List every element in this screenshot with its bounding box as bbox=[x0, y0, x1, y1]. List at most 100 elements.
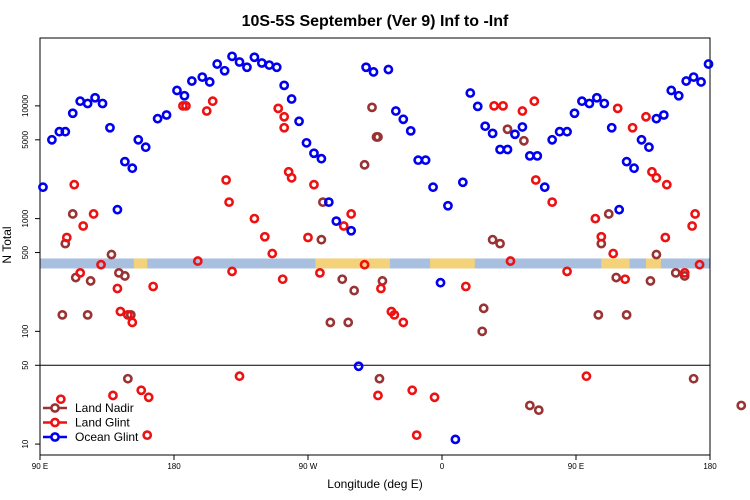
ocean-glint-point bbox=[361, 62, 371, 73]
land-glint-point bbox=[148, 281, 159, 292]
ocean-glint-point bbox=[271, 62, 282, 73]
ocean-glint-point bbox=[90, 92, 100, 103]
land-nadir-point bbox=[593, 309, 604, 320]
land-nadir-point bbox=[122, 373, 133, 384]
land-glint-point bbox=[529, 96, 540, 107]
land-nadir-point bbox=[736, 400, 747, 411]
ocean-glint-point bbox=[487, 128, 498, 139]
ocean-glint-point bbox=[227, 51, 237, 62]
ocean-glint-point bbox=[38, 182, 48, 193]
land-glint-point bbox=[112, 283, 123, 294]
land-glint-point bbox=[78, 221, 89, 231]
land-glint-point bbox=[398, 317, 409, 328]
ocean-glint-point bbox=[562, 126, 572, 137]
land-glint-point bbox=[690, 209, 701, 219]
land-nadir-point bbox=[316, 234, 327, 245]
ocean-glint-point bbox=[286, 94, 297, 104]
land-glint-point bbox=[530, 175, 541, 185]
land-nadir-point bbox=[487, 234, 498, 245]
ocean-glint-point bbox=[179, 90, 190, 101]
ocean-glint-point bbox=[212, 59, 223, 69]
land-glint-point bbox=[679, 267, 690, 278]
land-glint-point bbox=[359, 259, 370, 270]
ocean-glint-point bbox=[621, 156, 632, 167]
ocean-glint-point bbox=[301, 137, 312, 148]
land-glint-point bbox=[596, 231, 607, 242]
plot-area: 10 50 100 500 1000 5000 10000 90 E 180 90 W 0 90 E 1… bbox=[21, 37, 747, 471]
ocean-glint-point bbox=[398, 114, 409, 125]
land-nadir-legend-marker bbox=[50, 403, 60, 413]
land-nadir-point bbox=[119, 271, 130, 281]
ocean-glint-point bbox=[681, 76, 692, 86]
land-nadir-point bbox=[502, 124, 513, 135]
land-glint-point bbox=[590, 213, 601, 224]
land-glint-point bbox=[411, 430, 422, 441]
y-tick-label: 10 bbox=[21, 439, 30, 448]
land-nadir-point bbox=[688, 373, 699, 384]
ocean-glint-point bbox=[532, 150, 543, 161]
land-glint-point bbox=[127, 317, 138, 328]
land-glint-point bbox=[581, 371, 592, 382]
land-glint-point bbox=[346, 209, 357, 219]
land-glint-point bbox=[108, 390, 118, 401]
land-nadir-point bbox=[337, 274, 348, 285]
land-nadir-point bbox=[603, 209, 614, 219]
map-band-land-2 bbox=[430, 258, 475, 269]
map-band-land-1 bbox=[315, 258, 390, 269]
land-glint-point bbox=[122, 309, 133, 320]
land-glint-point bbox=[221, 175, 232, 185]
land-glint-point bbox=[142, 430, 153, 441]
ocean-glint-point bbox=[353, 361, 364, 372]
ocean-glint-point bbox=[256, 58, 267, 68]
land-glint-point bbox=[69, 179, 80, 190]
land-nadir-point bbox=[106, 249, 117, 260]
land-nadir-point bbox=[518, 135, 529, 146]
ocean-glint-point bbox=[368, 67, 379, 77]
land-glint-point bbox=[562, 266, 572, 277]
ocean-glint-point bbox=[547, 134, 558, 145]
land-nadir-point bbox=[477, 326, 488, 337]
ocean-glint-point bbox=[204, 77, 215, 87]
land-glint-point bbox=[661, 179, 672, 190]
land-glint-point bbox=[75, 267, 86, 278]
land-glint-point bbox=[309, 179, 319, 190]
land-nadir-point bbox=[373, 132, 383, 142]
ocean-glint-point bbox=[666, 85, 677, 96]
land-glint-point bbox=[96, 259, 106, 270]
ocean-glint-point bbox=[584, 98, 595, 109]
land-glint-point bbox=[612, 103, 623, 114]
ocean-glint-point bbox=[502, 144, 513, 155]
land-glint-point bbox=[407, 385, 418, 396]
land-glint-point bbox=[136, 385, 147, 396]
land-nadir-point bbox=[374, 373, 385, 384]
ocean-glint-point bbox=[331, 216, 342, 227]
ocean-glint-point bbox=[651, 113, 662, 124]
y-tick-label: 5000 bbox=[21, 130, 30, 148]
land-nadir-point bbox=[349, 285, 360, 296]
ocean-glint-point bbox=[480, 121, 491, 132]
ocean-glint-point bbox=[67, 108, 78, 119]
land-nadir-point bbox=[611, 272, 622, 283]
ocean-glint-point bbox=[75, 96, 86, 107]
map-band-land-4 bbox=[645, 258, 661, 269]
ocean-glint-point bbox=[47, 134, 57, 145]
ocean-glint-point bbox=[279, 80, 290, 91]
land-nadir-point bbox=[67, 209, 78, 219]
ocean-glint-point bbox=[264, 60, 275, 70]
ocean-glint-point bbox=[644, 142, 654, 153]
ocean-glint-point bbox=[294, 116, 304, 127]
land-nadir-point bbox=[651, 249, 662, 260]
ocean-glint-point bbox=[688, 72, 699, 82]
ocean-glint-point bbox=[554, 126, 565, 137]
land-glint-point bbox=[201, 106, 212, 116]
ocean-glint-point bbox=[197, 72, 208, 82]
ocean-glint-point bbox=[606, 122, 617, 133]
ocean-glint-point bbox=[636, 134, 647, 145]
ocean-glint-point bbox=[161, 110, 172, 120]
land-glint-point bbox=[181, 100, 191, 111]
land-glint-point bbox=[286, 172, 297, 183]
ocean-glint-point bbox=[696, 77, 706, 87]
ocean-glint-point bbox=[383, 64, 394, 75]
land-glint-point bbox=[315, 267, 325, 278]
